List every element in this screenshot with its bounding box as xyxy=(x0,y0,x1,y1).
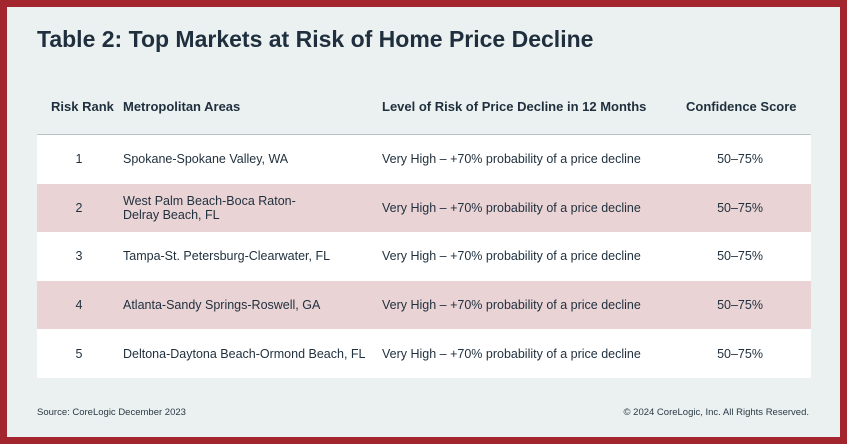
table-title: Table 2: Top Markets at Risk of Home Pri… xyxy=(37,26,594,52)
table-row: 5 Deltona-Daytona Beach-Ormond Beach, FL… xyxy=(37,329,811,378)
rank-cell: 1 xyxy=(75,152,83,167)
risk-level-cell: Very High – +70% probability of a price … xyxy=(382,249,641,264)
column-header-risk-level: Level of Risk of Price Decline in 12 Mon… xyxy=(382,99,647,114)
rank-cell: 4 xyxy=(75,298,83,313)
confidence-score-cell: 50–75% xyxy=(717,152,763,167)
metro-area-cell: Tampa-St. Petersburg-Clearwater, FL xyxy=(123,249,331,264)
column-header-confidence-score: Confidence Score xyxy=(686,99,797,114)
risk-level-cell: Very High – +70% probability of a price … xyxy=(382,346,641,361)
table-row: 4 Atlanta-Sandy Springs-Roswell, GA Very… xyxy=(37,280,811,330)
column-header-risk-rank: Risk Rank xyxy=(51,99,114,114)
risk-level-cell: Very High – +70% probability of a price … xyxy=(382,298,641,313)
table-row: 3 Tampa-St. Petersburg-Clearwater, FL Ve… xyxy=(37,232,811,281)
table-row: 2 West Palm Beach-Boca Raton- Delray Bea… xyxy=(37,183,811,233)
confidence-score-cell: 50–75% xyxy=(717,249,763,264)
rank-cell: 5 xyxy=(75,346,83,361)
table-body: 1 Spokane-Spokane Valley, WA Very High –… xyxy=(37,135,811,378)
rank-cell: 2 xyxy=(75,200,83,215)
confidence-score-cell: 50–75% xyxy=(717,298,763,313)
risk-level-cell: Very High – +70% probability of a price … xyxy=(382,152,641,167)
source-note: Source: CoreLogic December 2023 xyxy=(37,407,186,418)
confidence-score-cell: 50–75% xyxy=(717,200,763,215)
confidence-score-cell: 50–75% xyxy=(717,346,763,361)
rank-cell: 3 xyxy=(75,249,83,264)
copyright-note: © 2024 CoreLogic, Inc. All Rights Reserv… xyxy=(623,407,809,418)
table-header: Risk Rank Metropolitan Areas Level of Ri… xyxy=(37,87,811,135)
metro-area-cell: Deltona-Daytona Beach-Ormond Beach, FL xyxy=(123,346,366,361)
metro-area-cell: Atlanta-Sandy Springs-Roswell, GA xyxy=(123,298,321,313)
metro-area-cell: West Palm Beach-Boca Raton- Delray Beach… xyxy=(123,193,296,222)
column-header-metropolitan-areas: Metropolitan Areas xyxy=(123,99,241,114)
risk-level-cell: Very High – +70% probability of a price … xyxy=(382,200,641,215)
table-row: 1 Spokane-Spokane Valley, WA Very High –… xyxy=(37,135,811,184)
metro-area-cell: Spokane-Spokane Valley, WA xyxy=(123,152,289,167)
